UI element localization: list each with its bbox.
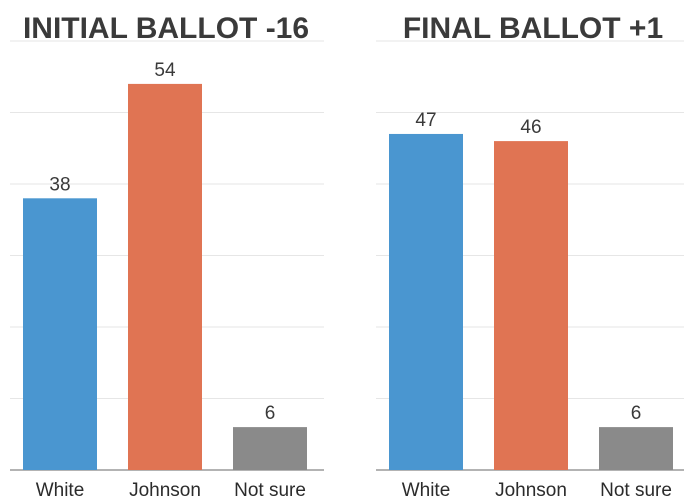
bars: [23, 83, 307, 471]
initial-ballot-chart: INITIAL BALLOT -16 38 54 6 White Johnson Not…: [10, 12, 324, 501]
value-label-white: 47: [415, 110, 436, 131]
category-label-not-sure: Not sure: [600, 480, 672, 501]
value-label-not-sure: 6: [265, 403, 276, 424]
value-label-white: 38: [49, 174, 70, 195]
bars: [389, 133, 673, 470]
category-label-white: White: [36, 480, 85, 501]
bar-johnson: [128, 83, 202, 471]
bar-white: [23, 198, 97, 471]
category-label-not-sure: Not sure: [234, 480, 306, 501]
chart-title: INITIAL BALLOT -16: [23, 12, 309, 45]
value-labels: 38 54 6: [49, 60, 275, 424]
category-label-johnson: Johnson: [129, 480, 201, 501]
category-label-white: White: [402, 480, 451, 501]
category-labels: White Johnson Not sure: [36, 480, 306, 501]
final-ballot-chart: FINAL BALLOT +1 47 46 6 White Johnson Not su…: [376, 12, 684, 501]
bar-johnson: [494, 141, 568, 470]
chart-title: FINAL BALLOT +1: [403, 12, 663, 45]
bar-not-sure: [233, 427, 307, 470]
value-label-johnson: 46: [520, 117, 541, 138]
bar-not-sure: [599, 427, 673, 470]
category-label-johnson: Johnson: [495, 480, 567, 501]
bar-white: [389, 133, 463, 470]
value-label-johnson: 54: [154, 60, 176, 81]
value-labels: 47 46 6: [415, 110, 641, 424]
category-labels: White Johnson Not sure: [402, 480, 672, 501]
value-label-not-sure: 6: [631, 403, 642, 424]
